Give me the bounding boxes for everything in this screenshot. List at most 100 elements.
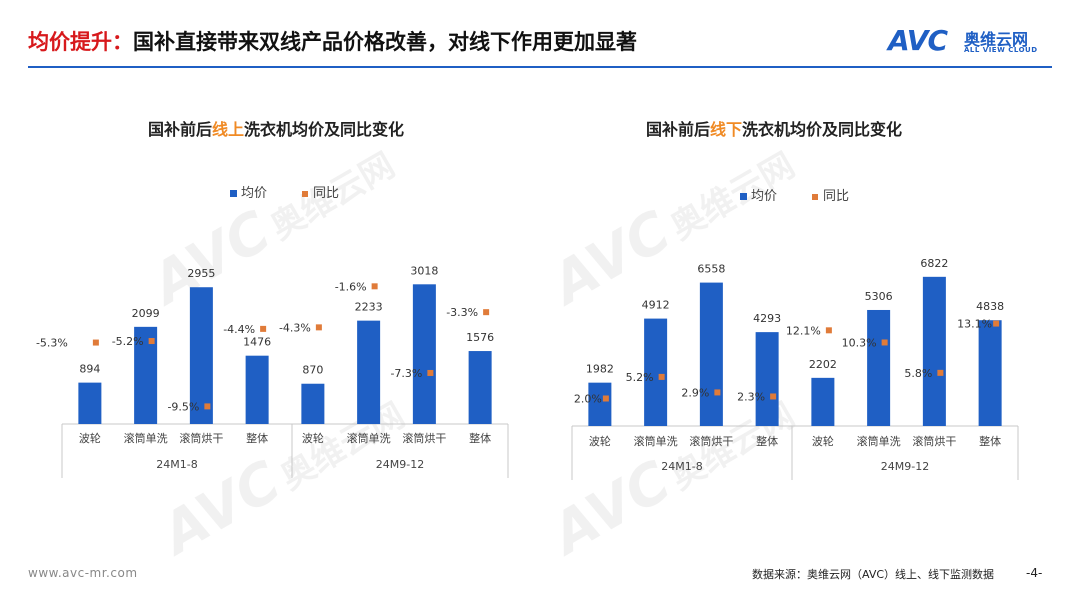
yoy-marker <box>937 369 944 376</box>
chart-title-pre: 国补前后 <box>646 120 711 139</box>
price-bar <box>357 320 381 424</box>
price-bar <box>189 287 213 424</box>
yoy-marker <box>315 324 322 331</box>
price-bar <box>755 332 779 426</box>
yoy-marker <box>602 395 609 402</box>
chart-title-pre: 国补前后 <box>148 120 213 139</box>
price-data-label: 6558 <box>697 263 725 276</box>
category-tick-label: 整体 <box>979 434 1001 448</box>
yoy-data-label: -4.4% <box>223 323 255 336</box>
yoy-marker <box>148 338 155 345</box>
chart-title-highlight: 线下 <box>710 120 743 139</box>
category-tick-label: 整体 <box>246 431 268 445</box>
price-bar <box>699 282 723 426</box>
yoy-marker <box>204 403 211 410</box>
yoy-marker <box>881 339 888 346</box>
price-bar <box>412 284 436 424</box>
yoy-marker <box>371 283 378 290</box>
price-data-label: 870 <box>302 364 323 377</box>
logo-chinese: 奥维云网 <box>964 30 1029 49</box>
yoy-marker <box>658 373 665 380</box>
data-source-note: 数据来源：奥维云网（AVC）线上、线下监测数据 <box>752 568 995 581</box>
price-data-label: 1476 <box>243 336 271 349</box>
price-data-label: 4912 <box>642 299 670 312</box>
price-data-label: 1576 <box>466 331 494 344</box>
price-data-label: 6822 <box>920 257 948 270</box>
yoy-data-label: -5.2% <box>112 335 144 348</box>
category-tick-label: 滚筒单洗 <box>124 431 168 445</box>
price-data-label: 1982 <box>586 363 614 376</box>
yoy-marker <box>483 309 490 316</box>
legend-swatch-marker <box>812 194 818 200</box>
category-tick-label: 滚筒烘干 <box>912 434 956 448</box>
price-bar <box>245 355 269 424</box>
legend-label-price: 均价 <box>241 186 267 201</box>
yoy-data-label: 2.3% <box>737 390 765 403</box>
category-tick-label: 波轮 <box>812 434 834 448</box>
title-underline <box>28 66 1052 68</box>
price-bar <box>588 382 612 426</box>
chart-title-highlight: 线上 <box>212 120 245 139</box>
category-tick-label: 波轮 <box>302 431 324 445</box>
price-bar <box>978 320 1002 426</box>
category-tick-label: 滚筒单洗 <box>857 434 901 448</box>
yoy-data-label: 10.3% <box>842 336 877 349</box>
category-tick-label: 波轮 <box>589 434 611 448</box>
slide-header: 均价提升：国补直接带来双线产品价格改善，对线下作用更加显著 AVC 奥维云网 A… <box>0 0 1080 70</box>
category-tick-label: 整体 <box>756 434 778 448</box>
category-tick-label: 滚筒单洗 <box>347 431 391 445</box>
category-tick-label: 波轮 <box>79 431 101 445</box>
legend-swatch-bar <box>740 193 747 200</box>
yoy-data-label: -4.3% <box>279 321 311 334</box>
price-bar <box>468 351 492 424</box>
yoy-data-label: 2.0% <box>574 393 602 406</box>
yoy-marker <box>825 327 832 334</box>
chart-title-online: 国补前后线上洗衣机均价及同比变化 <box>148 116 404 140</box>
yoy-data-label: 2.9% <box>681 386 709 399</box>
legend-label-yoy: 同比 <box>823 189 849 204</box>
yoy-marker <box>770 393 777 400</box>
yoy-data-label: 13.1% <box>957 318 992 331</box>
title-highlight: 均价提升： <box>28 30 133 54</box>
price-data-label: 5306 <box>865 290 893 303</box>
chart-title-offline: 国补前后线下洗衣机均价及同比变化 <box>646 116 902 140</box>
category-tick-label: 滚筒烘干 <box>402 431 446 445</box>
price-data-label: 2099 <box>132 307 160 320</box>
group-label: 24M1-8 <box>661 460 702 473</box>
price-bar <box>301 383 325 424</box>
yoy-data-label: 5.2% <box>626 371 654 384</box>
price-data-label: 894 <box>79 363 100 376</box>
price-data-label: 2233 <box>355 301 383 314</box>
legend-swatch-marker <box>302 191 308 197</box>
yoy-data-label: 5.8% <box>904 367 932 380</box>
category-tick-label: 整体 <box>469 431 491 445</box>
price-bar <box>922 276 946 426</box>
price-bar <box>644 318 668 426</box>
footer-url[interactable]: www.avc-mr.com <box>28 566 138 580</box>
group-label: 24M1-8 <box>156 458 197 471</box>
price-bar <box>867 309 891 426</box>
yoy-data-label: -1.6% <box>335 280 367 293</box>
page-number: -4- <box>1026 566 1043 580</box>
yoy-data-label: -9.5% <box>167 400 199 413</box>
slide-title: 均价提升：国补直接带来双线产品价格改善，对线下作用更加显著 <box>28 26 637 56</box>
price-data-label: 2202 <box>809 358 837 371</box>
price-bar <box>78 382 102 424</box>
yoy-marker <box>92 339 99 346</box>
yoy-data-label: 12.1% <box>786 324 821 337</box>
price-data-label: 2955 <box>187 267 215 280</box>
yoy-marker <box>714 389 721 396</box>
yoy-marker <box>993 320 1000 327</box>
logo-english: ALL VIEW CLOUD <box>964 46 1038 54</box>
yoy-data-label: -3.3% <box>446 306 478 319</box>
yoy-marker <box>260 325 267 332</box>
legend-label-price: 均价 <box>751 189 777 204</box>
category-tick-label: 滚筒烘干 <box>689 434 733 448</box>
chart-title-post: 洗衣机均价及同比变化 <box>742 120 903 139</box>
group-label: 24M9-12 <box>881 460 929 473</box>
title-text: 国补直接带来双线产品价格改善，对线下作用更加显著 <box>133 30 637 54</box>
avc-logo: AVC 奥维云网 ALL VIEW CLOUD <box>888 24 1058 58</box>
price-data-label: 4293 <box>753 312 781 325</box>
